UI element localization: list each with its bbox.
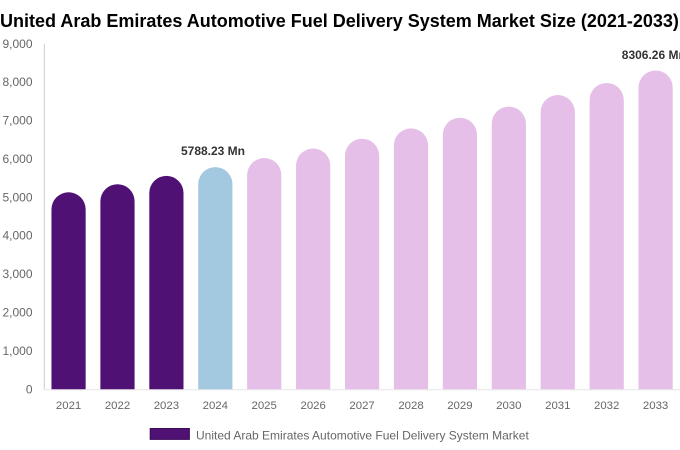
- svg-text:2025: 2025: [252, 400, 277, 412]
- svg-text:0: 0: [26, 382, 33, 396]
- svg-text:1,000: 1,000: [2, 344, 32, 358]
- svg-text:2026: 2026: [301, 400, 326, 412]
- svg-text:2031: 2031: [545, 400, 570, 412]
- svg-text:2027: 2027: [349, 400, 374, 412]
- svg-text:5,000: 5,000: [2, 190, 32, 204]
- svg-text:4,000: 4,000: [2, 229, 32, 243]
- svg-text:2022: 2022: [105, 400, 130, 412]
- svg-text:2023: 2023: [154, 400, 179, 412]
- svg-text:2030: 2030: [496, 400, 521, 412]
- svg-text:United Arab Emirates Automotiv: United Arab Emirates Automotive Fuel Del…: [0, 11, 679, 31]
- svg-text:2029: 2029: [447, 400, 472, 412]
- svg-text:3,000: 3,000: [2, 267, 32, 281]
- svg-text:8,000: 8,000: [2, 75, 32, 89]
- svg-text:2,000: 2,000: [2, 306, 32, 320]
- svg-text:9,000: 9,000: [2, 37, 32, 51]
- svg-text:2021: 2021: [56, 400, 81, 412]
- svg-text:7,000: 7,000: [2, 114, 32, 128]
- svg-text:2024: 2024: [203, 400, 228, 412]
- svg-text:8306.26 Mn: 8306.26 Mn: [622, 48, 680, 62]
- svg-text:2033: 2033: [643, 400, 668, 412]
- svg-text:5788.23 Mn: 5788.23 Mn: [181, 144, 245, 158]
- svg-text:6,000: 6,000: [2, 152, 32, 166]
- svg-text:2028: 2028: [398, 400, 423, 412]
- svg-text:2032: 2032: [594, 400, 619, 412]
- svg-text:United Arab Emirates Automotiv: United Arab Emirates Automotive Fuel Del…: [196, 429, 529, 443]
